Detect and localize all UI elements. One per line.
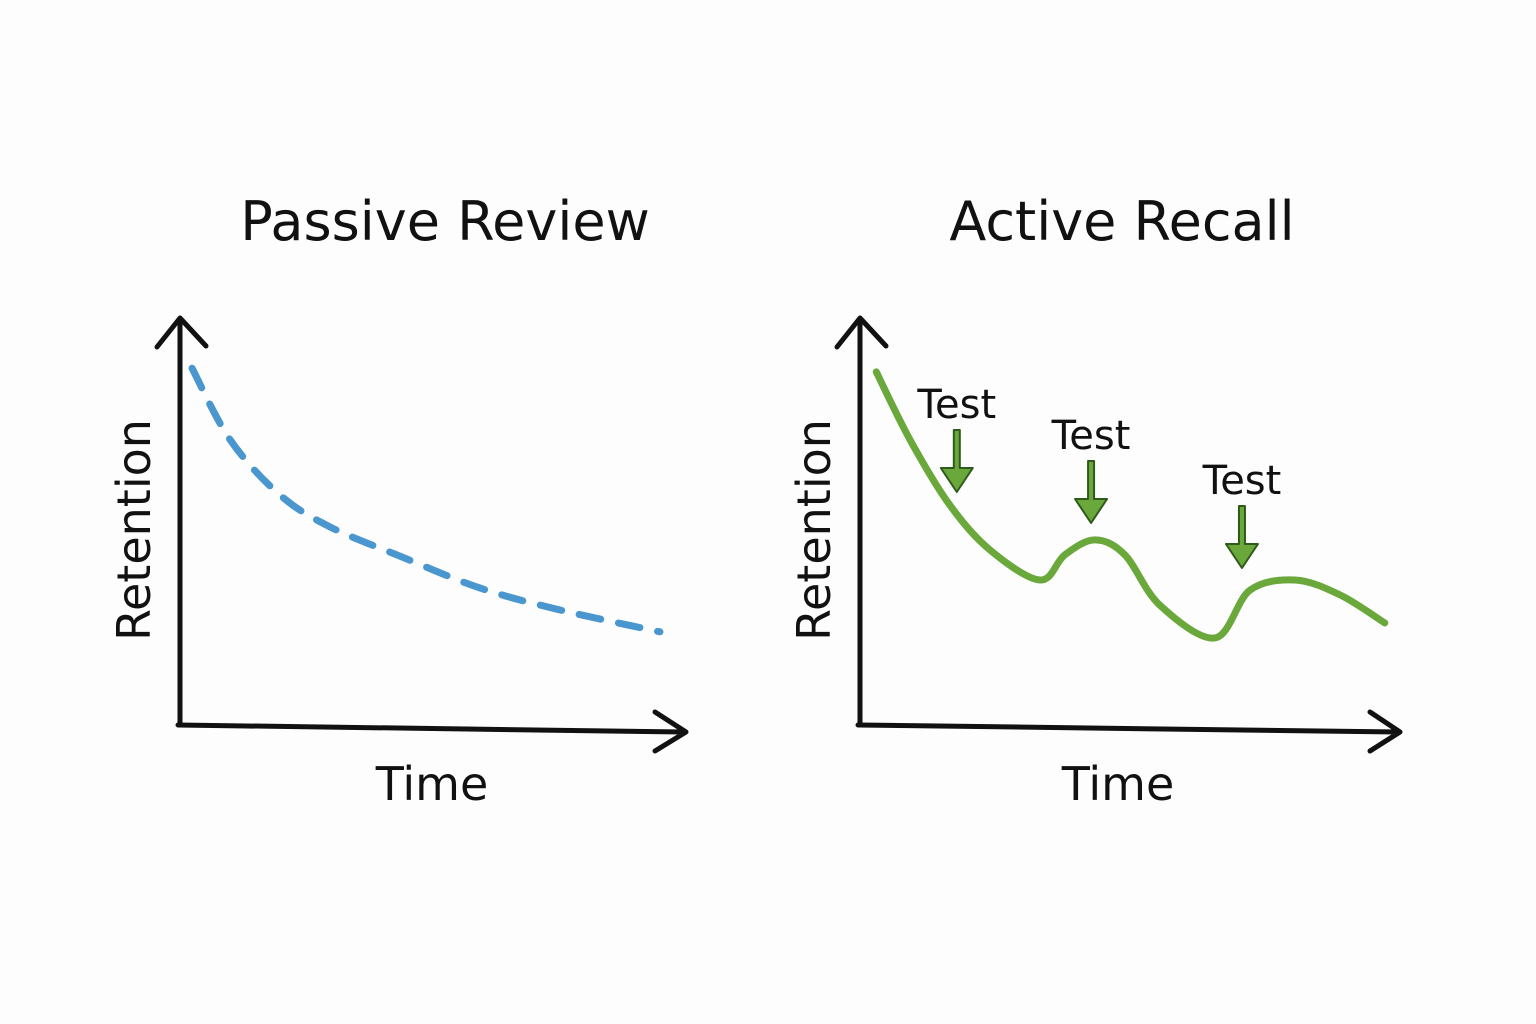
y-axis-label: Retention: [107, 419, 161, 641]
test-label: Test: [1051, 413, 1131, 459]
y-axis: [154, 315, 209, 728]
arrow-down-icon: [1074, 460, 1109, 524]
x-axis-label: Time: [375, 757, 489, 811]
chart-title: Active Recall: [949, 190, 1294, 253]
retention-curve: [872, 368, 1389, 642]
passive-review-chart: Passive Review Retention Time: [107, 190, 689, 811]
x-axis: [175, 709, 689, 754]
test-label: Test: [1202, 458, 1282, 504]
y-axis: [834, 315, 889, 728]
chart-title: Passive Review: [240, 190, 650, 253]
x-axis-label: Time: [1061, 757, 1175, 811]
active-recall-chart: Active Recall Retention Time TestTestTes…: [787, 190, 1403, 811]
arrow-down-icon: [1224, 505, 1259, 569]
arrow-down-icon: [939, 429, 974, 493]
y-axis-label: Retention: [787, 419, 841, 641]
x-axis: [855, 709, 1403, 754]
test-annotations: Test Test Test: [916, 382, 1282, 569]
test-label: Test: [916, 382, 996, 428]
retention-curve: [188, 364, 664, 636]
